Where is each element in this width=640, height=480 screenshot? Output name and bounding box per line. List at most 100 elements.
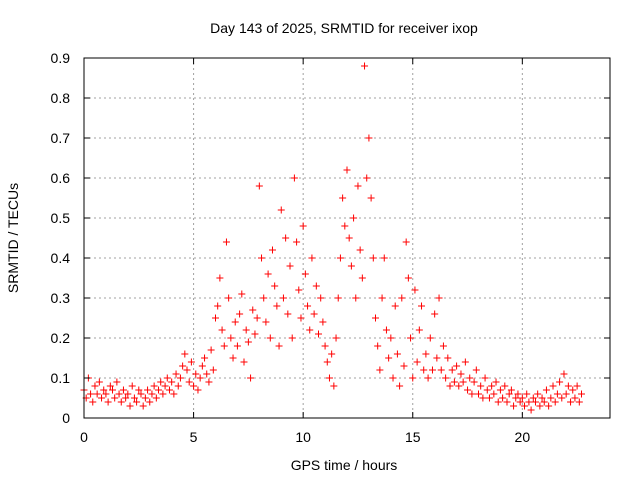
data-point (115, 390, 123, 398)
data-point (400, 362, 408, 370)
data-point (448, 366, 456, 374)
data-point (315, 330, 323, 338)
data-point (130, 394, 138, 402)
data-point (249, 306, 257, 314)
data-point (453, 362, 461, 370)
data-point (155, 386, 163, 394)
data-point (220, 342, 228, 350)
data-point (501, 382, 509, 390)
data-point (308, 254, 316, 262)
data-point (282, 234, 290, 242)
data-point (273, 302, 281, 310)
data-point (402, 238, 410, 246)
data-point (457, 370, 465, 378)
data-point (284, 310, 292, 318)
data-point (240, 358, 248, 366)
data-point (545, 402, 553, 410)
data-point (91, 382, 99, 390)
data-point (268, 246, 276, 254)
data-point (411, 286, 419, 294)
data-point (382, 326, 390, 334)
data-point (244, 338, 252, 346)
data-point (139, 402, 147, 410)
data-point (290, 174, 298, 182)
data-point (503, 398, 511, 406)
plot-frame (83, 57, 611, 419)
data-point (262, 318, 270, 326)
data-point (407, 334, 415, 342)
data-point (385, 354, 393, 362)
data-point (146, 398, 154, 406)
data-point (483, 386, 491, 394)
data-point (216, 274, 224, 282)
data-point (201, 354, 209, 362)
data-point (490, 390, 498, 398)
y-tick-label: 0 (62, 410, 70, 426)
data-point (567, 398, 575, 406)
data-point (117, 398, 125, 406)
data-point (481, 374, 489, 382)
data-point (350, 214, 358, 222)
data-point (113, 378, 121, 386)
data-point (310, 310, 318, 318)
data-point (135, 386, 143, 394)
data-point (556, 378, 564, 386)
x-tick-labels: 0 5 10 15 20 (80, 429, 530, 445)
data-point (137, 390, 145, 398)
data-point (319, 318, 327, 326)
data-point (312, 282, 320, 290)
data-point (172, 370, 180, 378)
data-point (339, 194, 347, 202)
data-point (547, 394, 555, 402)
data-point (203, 370, 211, 378)
data-point (575, 398, 583, 406)
data-point (569, 386, 577, 394)
data-point (238, 290, 246, 298)
x-tick-label: 15 (405, 429, 421, 445)
data-point (352, 294, 360, 302)
data-point (159, 390, 167, 398)
data-point (347, 262, 355, 270)
data-point (369, 254, 377, 262)
data-point (190, 382, 198, 390)
data-point (165, 386, 173, 394)
data-point (578, 390, 586, 398)
data-point (102, 390, 110, 398)
data-point (295, 286, 303, 294)
data-point (111, 394, 119, 402)
data-point (218, 326, 226, 334)
data-point (297, 314, 305, 322)
data-point (293, 238, 301, 246)
y-tick-label: 0.8 (51, 90, 71, 106)
x-axis-label: GPS time / hours (291, 457, 398, 473)
data-point (277, 206, 285, 214)
data-point (212, 314, 219, 322)
data-point (459, 378, 467, 386)
data-points (80, 62, 586, 414)
data-point (461, 358, 469, 366)
data-point (236, 310, 244, 318)
data-point (439, 342, 447, 350)
data-point (571, 394, 579, 402)
data-point (242, 326, 250, 334)
data-point (100, 386, 108, 394)
data-point (141, 394, 149, 402)
data-point (247, 374, 255, 382)
data-point (536, 402, 544, 410)
data-point (183, 366, 191, 374)
data-point (499, 394, 507, 402)
data-point (422, 350, 430, 358)
data-point (174, 382, 182, 390)
data-point (485, 394, 493, 402)
data-point (209, 366, 217, 374)
data-point (389, 374, 397, 382)
data-point (496, 386, 504, 394)
data-point (198, 362, 206, 370)
data-point (442, 374, 450, 382)
data-point (409, 374, 417, 382)
data-point (374, 342, 382, 350)
data-point (477, 382, 485, 390)
data-point (179, 362, 187, 370)
data-point (494, 398, 502, 406)
